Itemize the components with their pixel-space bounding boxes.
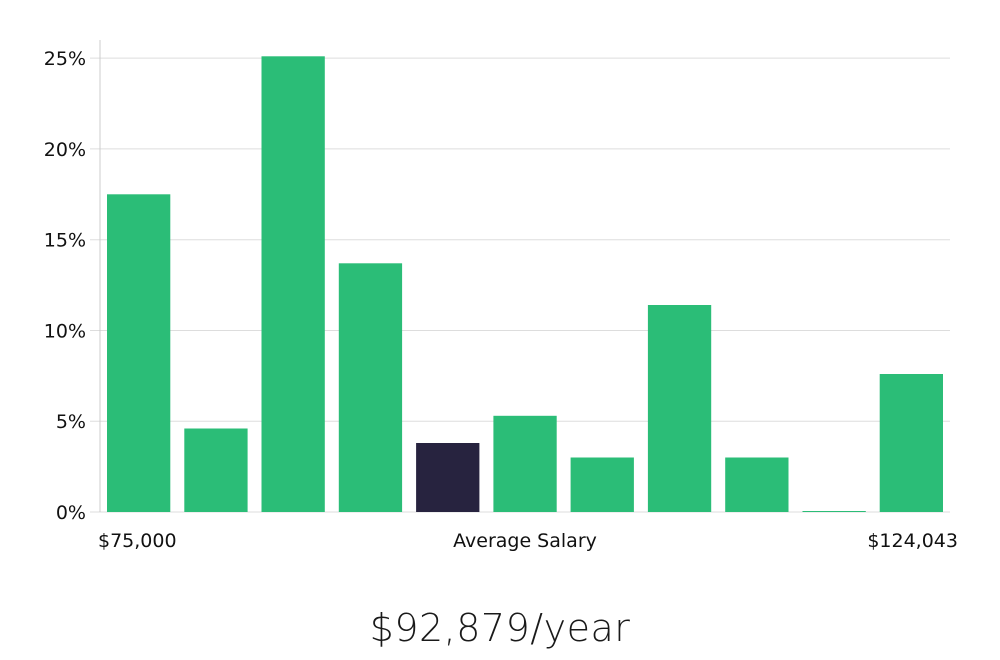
bar	[879, 374, 943, 512]
y-axis-ticks: 0% 5% 10% 15% 20% 25%	[44, 48, 86, 524]
bar	[493, 415, 557, 512]
bar	[725, 457, 789, 512]
bar	[261, 56, 325, 513]
bar-average-salary	[416, 443, 480, 512]
bar	[338, 263, 403, 512]
y-tick-label: 10%	[44, 320, 86, 342]
x-max-label: $124,043	[867, 530, 958, 552]
y-tick-label: 5%	[56, 411, 86, 433]
bar	[802, 511, 866, 512]
average-salary-caption: $92,879/year	[369, 606, 631, 650]
y-tick-label: 20%	[44, 139, 86, 161]
y-tick-label: 15%	[44, 230, 86, 252]
histogram-svg: 0%5%10%15%20%25% $75,000 Average Salary …	[44, 40, 958, 552]
bar	[107, 194, 171, 513]
x-axis-title: Average Salary	[453, 530, 597, 552]
bar	[570, 457, 634, 512]
bars	[107, 56, 943, 513]
bar	[647, 305, 712, 512]
x-min-label: $75,000	[98, 530, 177, 552]
bar	[184, 428, 248, 512]
y-tick-label: 0%	[56, 502, 86, 524]
salary-histogram: 0% 5% 10% 15% 20% 25% $75,000 Average Salary …	[44, 40, 958, 552]
y-tick-label: 25%	[44, 48, 86, 70]
